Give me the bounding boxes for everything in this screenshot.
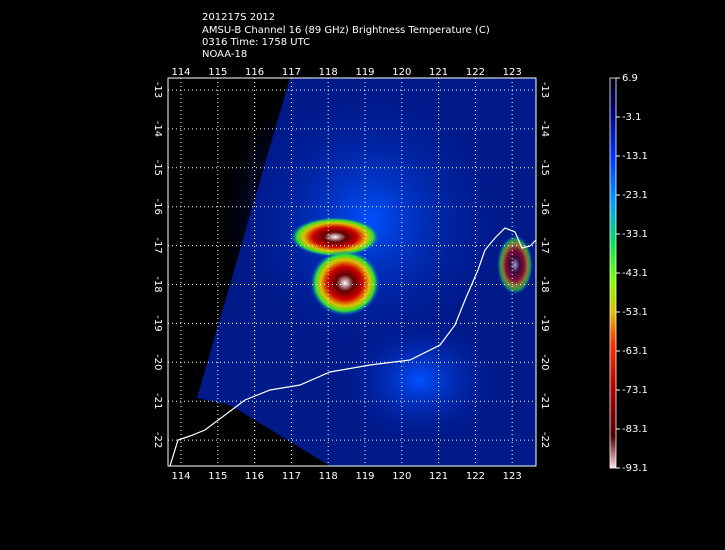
header-line: AMSU-B Channel 16 (89 GHz) Brightness Te… [202,25,490,36]
lon-label: 123 [503,471,522,482]
lat-label: -15 [152,160,163,176]
lon-label: 114 [171,471,190,482]
lat-label: -20 [539,354,550,370]
imagery [169,78,536,466]
colorbar-label: -83.1 [622,424,648,435]
storm-core [310,250,380,316]
lon-label: 119 [355,471,374,482]
header: 201217S 2012 AMSU-B Channel 16 (89 GHz) … [202,12,490,60]
lat-label: -21 [539,393,550,409]
header-line: 0316 Time: 1758 UTC [202,37,310,48]
colorbar-label: -53.1 [622,307,648,318]
lat-label: -16 [152,199,163,215]
map-frame [167,77,537,467]
lat-label: -13 [539,82,550,98]
lon-label: 122 [466,67,485,78]
lon-label: 120 [392,67,411,78]
lon-label: 114 [171,67,190,78]
lon-label: 117 [282,67,301,78]
cloud [220,78,520,370]
storm-cell [497,235,533,295]
lat-label: -22 [539,432,550,448]
lon-label: 118 [319,67,338,78]
lat-label: -21 [152,393,163,409]
colorbar-label: -63.1 [622,346,648,357]
colorbar-label: -23.1 [622,190,648,201]
lat-label: -18 [539,276,550,292]
graticule: 114 114 115 115 116 116 117 117 118 118 119 119 120 1… [152,67,550,482]
lon-label: 115 [208,67,227,78]
lon-label: 120 [392,471,411,482]
colorbar-label: -93.1 [622,463,648,474]
header-line: NOAA-18 [202,49,247,60]
lat-label: -15 [539,160,550,176]
lon-label: 117 [282,471,301,482]
lon-label: 123 [503,67,522,78]
lat-label: -13 [152,82,163,98]
lon-label: 116 [245,471,264,482]
colorbar-label: -43.1 [622,268,648,279]
lat-label: -18 [152,276,163,292]
colorbar-label: -33.1 [622,229,648,240]
colorbar-label: -73.1 [622,385,648,396]
colorbar-label: -13.1 [622,151,648,162]
colorbar-label: 6.9 [622,73,638,84]
colorbar-label: -3.1 [622,112,642,123]
lat-label: -17 [152,237,163,253]
lat-label: -19 [152,315,163,331]
lat-label: -19 [539,315,550,331]
cloud [330,310,510,450]
lon-label: 115 [208,471,227,482]
lon-label: 122 [466,471,485,482]
storm-band [290,217,380,257]
colorbar [609,77,617,469]
lon-label: 119 [355,67,374,78]
lat-label: -16 [539,199,550,215]
header-line: 201217S 2012 [202,12,275,23]
lat-label: -22 [152,432,163,448]
lon-label: 118 [319,471,338,482]
coastline [169,227,536,466]
lat-label: -17 [539,237,550,253]
lon-label: 121 [429,67,448,78]
lon-label: 116 [245,67,264,78]
lat-label: -14 [152,121,163,137]
lat-label: -14 [539,121,550,137]
lon-label: 121 [429,471,448,482]
lat-label: -20 [152,354,163,370]
